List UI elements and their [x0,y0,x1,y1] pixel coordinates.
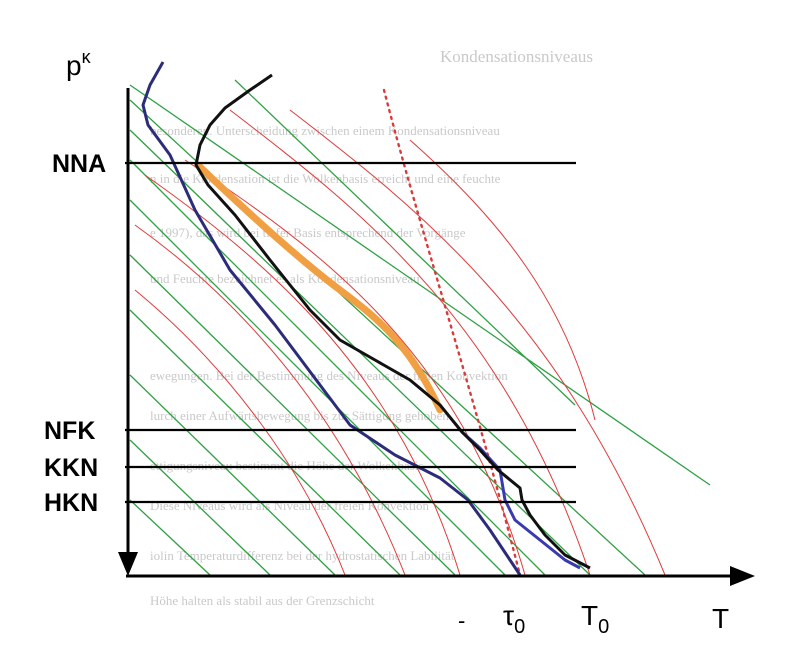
x-axis-arrowhead [730,566,755,586]
background-heading: Kondensationsniveaus [440,47,593,66]
level-label-kkn: KKN [44,454,98,482]
background-line: ettigungsniveau bestimmt die Höhe der Wo… [150,458,423,473]
dry-adiabat-line [129,84,711,486]
x-axis-label: T [712,603,729,634]
dry-adiabat-line [129,309,401,576]
dewpoint-profile [141,61,522,576]
tau0-label-sub: 0 [514,616,525,638]
moist-adiabat-curve [229,109,591,576]
dry-adiabat-line [129,374,336,576]
moist-adiabat-curve [409,139,596,421]
background-line: e 1997), das wird bei tiefer Basis entsp… [150,225,466,240]
t0-label-base: T [581,600,598,631]
y-axis-label-base: p [66,50,82,81]
t0-label: T0 [581,600,609,638]
moist-adiabat-curve [289,109,666,576]
background-line: besonderen. Unterscheidung zwischen eine… [150,123,500,138]
dry-adiabat-line [234,79,576,406]
moist-adiabat-curve [144,174,461,576]
level-label-hkn: HKN [44,489,98,517]
dry-adiabat-line [129,439,271,576]
dash-mark: - [458,608,465,633]
y-axis-arrowhead [118,552,138,576]
tau0-label: τ0 [503,600,525,638]
axes [118,88,755,586]
background-line: iolin Temperaturdifferenz bei der hydros… [150,548,455,563]
level-label-nna: NNA [52,150,106,178]
dry-adiabat-line [129,159,546,576]
mixing-ratio-line [382,88,522,577]
level-label-nfk: NFK [44,417,95,445]
level-lines [125,161,576,504]
dry-adiabat-line [129,254,456,576]
t0-label-sub: 0 [598,616,609,638]
background-line: lurch einer Aufwärtsbewegung bis zur Sät… [150,408,449,423]
moist-adiabat-curve [184,159,526,576]
y-axis-label: pκ [66,47,92,81]
parcel-curve [194,161,444,414]
dry-adiabat-line [129,199,506,576]
dry-adiabat-line [129,499,211,576]
tau0-label-base: τ [503,600,514,631]
moist-adiabat-curve [134,289,346,576]
moist-adiabats [134,109,666,576]
y-axis-label-exponent: κ [82,47,92,67]
background-line: n in die Kondensation ist die Wolkenbasi… [150,171,501,186]
temperature-profile [194,73,591,570]
background-line: Höhe halten als stabil aus der Grenzschi… [150,593,375,608]
moist-adiabat-curve [134,224,406,576]
background-line: ewegungen. Bei der Bestimmung des Niveau… [150,368,508,383]
dry-adiabats [129,79,711,576]
